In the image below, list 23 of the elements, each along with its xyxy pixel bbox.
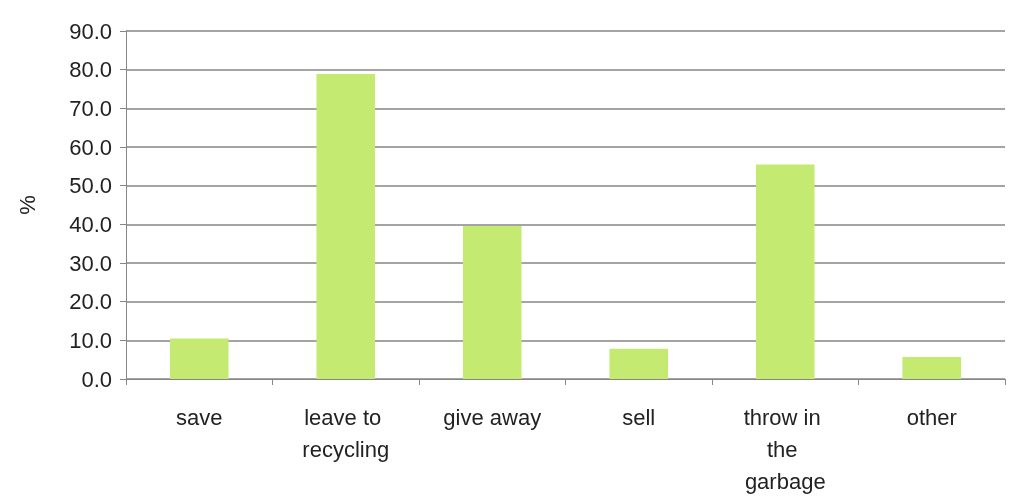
bar	[169, 338, 229, 379]
y-tick-label: 10.0	[69, 327, 112, 353]
x-tick-label: save	[176, 404, 223, 430]
x-tick-label: throw in the garbage	[743, 404, 827, 494]
y-tick-label: 0.0	[81, 366, 112, 392]
y-tick-label: 40.0	[69, 211, 112, 237]
bar	[462, 225, 522, 379]
bar	[755, 164, 815, 379]
y-tick-label: 60.0	[69, 134, 112, 160]
y-tick-label: 50.0	[69, 173, 112, 199]
y-tick-label: 90.0	[69, 18, 112, 44]
y-tick-label: 70.0	[69, 95, 112, 121]
y-tick-label: 20.0	[69, 289, 112, 315]
bar	[609, 348, 669, 379]
y-tick-label: 80.0	[69, 57, 112, 83]
bar	[902, 356, 962, 379]
x-tick-label: leave to recycling	[302, 404, 390, 462]
x-tick-label: give away	[443, 404, 542, 430]
x-tick-label: other	[906, 404, 957, 430]
bar	[316, 73, 376, 379]
y-axis-title: %	[14, 195, 40, 215]
y-tick-label: 30.0	[69, 250, 112, 276]
x-tick-label: sell	[622, 404, 656, 430]
